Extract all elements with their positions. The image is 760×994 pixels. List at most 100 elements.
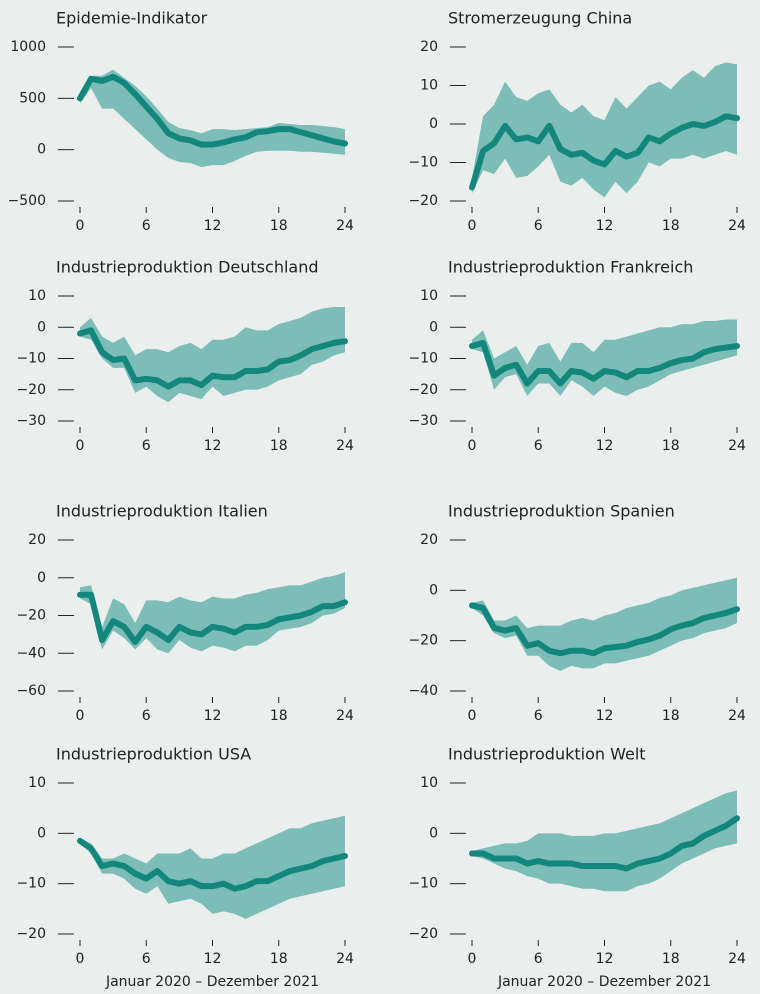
x-tick-label: 24 (336, 218, 354, 234)
confidence-band (472, 319, 737, 396)
y-tick-label: −20 (408, 382, 438, 398)
y-tick-label: −40 (408, 683, 438, 699)
line (469, 815, 740, 872)
y-tick-label: −20 (408, 193, 438, 209)
y-tick-label: −10 (408, 876, 438, 892)
x-tick-label: 0 (76, 438, 85, 454)
y-tick-label: 0 (37, 142, 46, 158)
x-tick-label: 24 (336, 438, 354, 454)
y-tick-label: −10 (16, 876, 46, 892)
x-tick-label: 12 (204, 218, 222, 234)
line (77, 73, 348, 148)
x-tick-label: 18 (270, 438, 288, 454)
confidence-band (80, 572, 345, 654)
y-tick-label: 0 (429, 825, 438, 841)
confidence-band (472, 577, 737, 671)
line (77, 327, 348, 390)
y-tick-label: −40 (16, 645, 46, 661)
x-tick-label: 18 (662, 708, 680, 724)
x-tick-label: 12 (204, 951, 222, 967)
y-tick-label: −20 (16, 608, 46, 624)
y-tick-label: −10 (408, 351, 438, 367)
x-tick-label: 6 (534, 438, 543, 454)
y-tick-label: 0 (429, 319, 438, 335)
y-tick-label: 20 (28, 532, 46, 548)
y-tick-label: −20 (408, 926, 438, 942)
line (77, 837, 348, 892)
x-tick-label: 18 (270, 218, 288, 234)
panel-title: Industrieproduktion Spanien (448, 502, 675, 521)
x-tick-label: 0 (468, 708, 477, 724)
x-tick-label: 6 (142, 708, 151, 724)
x-tick-label: 6 (142, 438, 151, 454)
confidence-band (472, 790, 737, 892)
y-tick-label: 0 (37, 825, 46, 841)
y-tick-label: 0 (429, 582, 438, 598)
x-tick-label: 12 (596, 218, 614, 234)
x-tick-label: 0 (468, 438, 477, 454)
y-tick-label: 10 (420, 78, 438, 94)
x-tick-label: 12 (596, 708, 614, 724)
x-tick-label: 6 (534, 951, 543, 967)
x-tick-label: 24 (728, 438, 746, 454)
panel-title: Industrieproduktion Frankreich (448, 258, 693, 277)
x-tick-label: 6 (142, 218, 151, 234)
y-tick-label: 20 (420, 532, 438, 548)
y-tick-label: 0 (37, 570, 46, 586)
x-tick-label: 12 (204, 438, 222, 454)
x-tick-label: 18 (270, 951, 288, 967)
y-tick-label: −10 (16, 351, 46, 367)
confidence-band (80, 69, 345, 168)
x-tick-label: 18 (662, 218, 680, 234)
x-tick-label: 24 (728, 218, 746, 234)
y-tick-label: −20 (16, 926, 46, 942)
y-tick-label: 0 (37, 319, 46, 335)
confidence-band (80, 815, 345, 919)
y-tick-label: −500 (8, 193, 46, 209)
line (469, 339, 740, 387)
y-tick-label: 10 (420, 775, 438, 791)
y-tick-label: −30 (408, 413, 438, 429)
y-tick-label: −10 (408, 155, 438, 171)
x-tick-label: 12 (596, 438, 614, 454)
panel-title: Industrieproduktion Welt (448, 745, 646, 764)
x-tick-label: 24 (728, 708, 746, 724)
x-tick-label: 0 (76, 708, 85, 724)
x-tick-label: 0 (468, 951, 477, 967)
line (77, 591, 348, 645)
x-tick-label: 0 (76, 218, 85, 234)
panel-title: Industrieproduktion Italien (56, 502, 268, 521)
x-tick-label: 24 (336, 951, 354, 967)
x-tick-label: 12 (204, 708, 222, 724)
y-tick-label: 10 (28, 288, 46, 304)
line (469, 113, 740, 191)
y-tick-label: −60 (16, 683, 46, 699)
x-tick-label: 6 (534, 218, 543, 234)
y-tick-label: −20 (16, 382, 46, 398)
y-tick-label: 10 (28, 775, 46, 791)
y-tick-label: 20 (420, 39, 438, 55)
x-tick-label: 12 (596, 951, 614, 967)
y-tick-label: 1000 (10, 39, 46, 55)
x-tick-label: 0 (76, 951, 85, 967)
x-tick-label: 18 (662, 438, 680, 454)
panel-title: Epidemie-Indikator (56, 9, 208, 28)
y-tick-label: 0 (429, 116, 438, 132)
y-tick-label: −20 (408, 633, 438, 649)
y-tick-label: 500 (19, 90, 46, 106)
x-axis-label: Januar 2020 – Dezember 2021 (497, 974, 711, 990)
x-tick-label: 24 (336, 708, 354, 724)
x-tick-label: 24 (728, 951, 746, 967)
line (469, 602, 740, 657)
y-tick-label: −30 (16, 413, 46, 429)
x-axis-label: Januar 2020 – Dezember 2021 (105, 974, 319, 990)
panel-title: Industrieproduktion USA (56, 745, 251, 764)
x-tick-label: 6 (534, 708, 543, 724)
confidence-band (472, 62, 737, 198)
y-tick-label: 10 (420, 288, 438, 304)
x-tick-label: 6 (142, 951, 151, 967)
x-tick-label: 18 (270, 708, 288, 724)
panel-title: Stromerzeugung China (448, 9, 632, 28)
x-tick-label: 18 (662, 951, 680, 967)
